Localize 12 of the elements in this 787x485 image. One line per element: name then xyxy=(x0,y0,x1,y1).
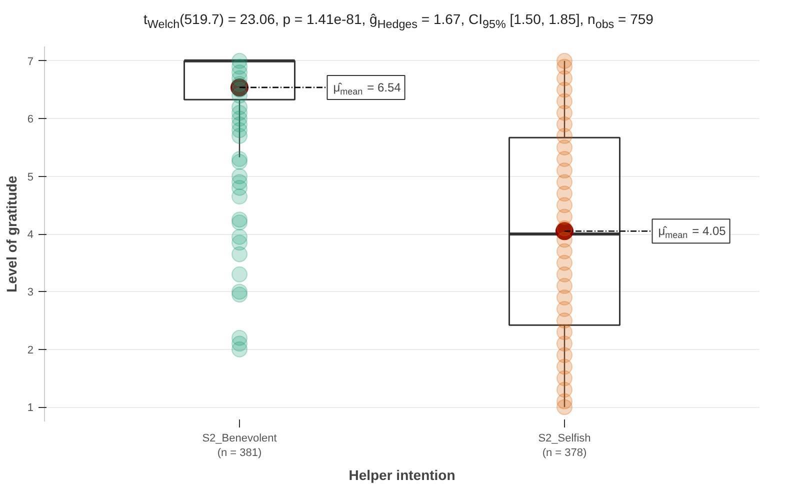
y-tick-label: 1 xyxy=(27,402,34,415)
y-tick-label: 4 xyxy=(27,229,34,242)
y-tick-label: 3 xyxy=(27,287,34,300)
y-tick-label: 2 xyxy=(27,344,34,357)
x-axis-title: Helper intention xyxy=(348,467,456,484)
y-axis-title: Level of gratitude xyxy=(3,176,20,293)
x-tick-label: S2_Benevolent (n = 381) xyxy=(202,432,277,460)
y-tick-label: 6 xyxy=(27,114,34,126)
x-tick-label: S2_Selfish (n = 378) xyxy=(538,432,591,460)
chart-title: t$_{Welch}$(519.7) = 23.06, p = 1.41e-81, ĝ$_{Hedges}$ = 1.67, CI$_{95%}$ [1.50, 1.85], n$_{obs}$ = 759 xyxy=(144,11,654,31)
y-tick-label: 5 xyxy=(27,172,34,184)
y-tick-label: 7 xyxy=(27,56,34,68)
